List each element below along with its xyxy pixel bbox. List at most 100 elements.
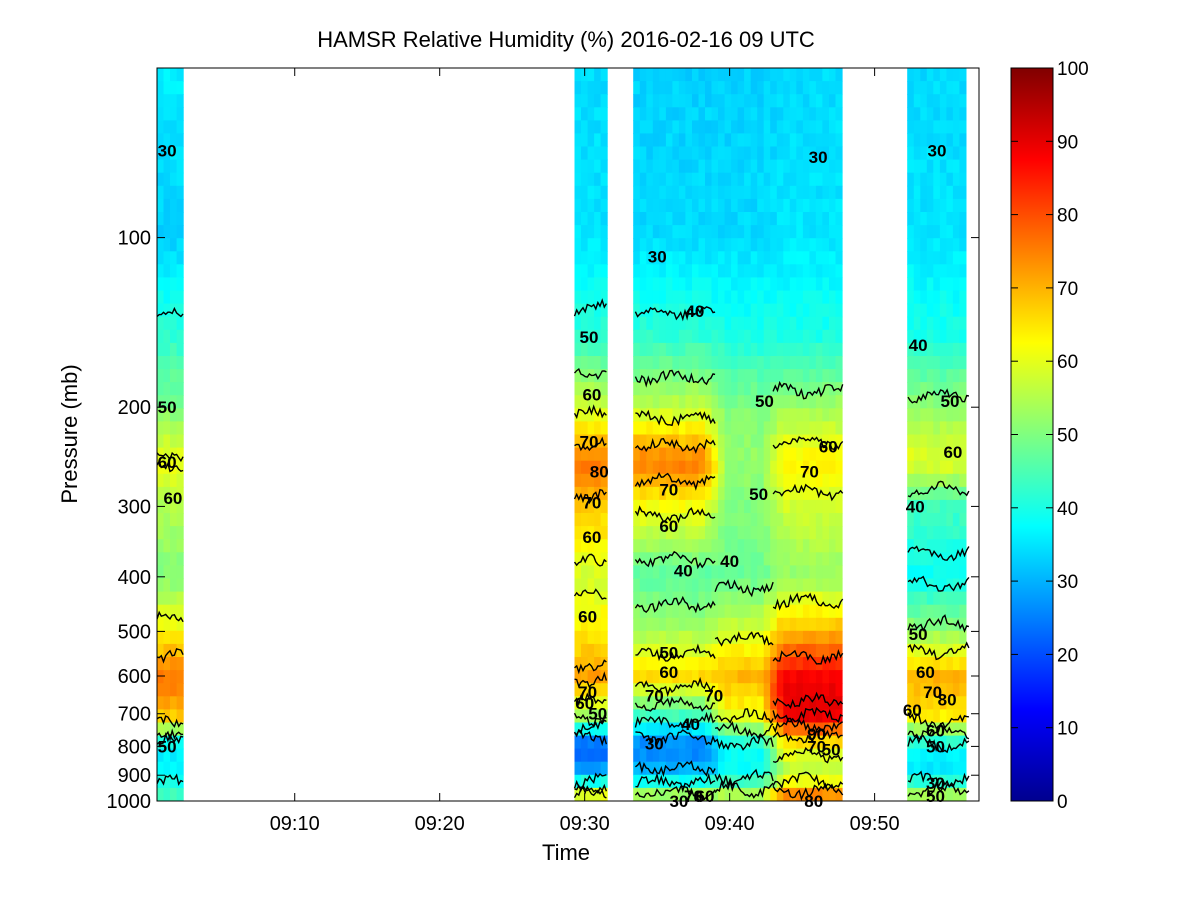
heatmap-cell	[815, 748, 823, 763]
heatmap-cell	[744, 303, 752, 318]
heatmap-cell	[913, 382, 921, 396]
heatmap-cell	[783, 159, 791, 174]
heatmap-cell	[705, 630, 713, 645]
heatmap-cell	[770, 408, 778, 422]
heatmap-cell	[652, 604, 660, 619]
heatmap-cell	[672, 578, 680, 593]
heatmap-cell	[724, 473, 732, 488]
heatmap-cell	[783, 617, 791, 632]
heatmap-cell	[750, 133, 758, 148]
heatmap-cell	[718, 709, 726, 724]
heatmap-cell	[639, 657, 647, 671]
contour-label: 60	[696, 787, 715, 806]
heatmap-cell	[750, 787, 758, 801]
heatmap-cell	[763, 81, 771, 95]
heatmap-cell	[652, 447, 660, 462]
heatmap-cell	[822, 473, 830, 488]
heatmap-cell	[176, 630, 184, 645]
heatmap-cell	[946, 526, 954, 540]
heatmap-cell	[907, 408, 915, 422]
heatmap-cell	[157, 526, 165, 540]
heatmap-cell	[170, 251, 178, 265]
heatmap-cell	[737, 81, 745, 95]
heatmap-cell	[665, 185, 673, 200]
heatmap-cell	[581, 212, 589, 226]
heatmap-cell	[952, 382, 960, 396]
heatmap-cell	[907, 251, 915, 265]
heatmap-cell	[705, 316, 713, 331]
heatmap-cell	[789, 486, 797, 501]
contour-label: 50	[659, 644, 678, 663]
heatmap-cell	[718, 591, 726, 606]
heatmap-cell	[802, 185, 810, 200]
heatmap-cell	[913, 473, 921, 488]
heatmap-cell	[783, 303, 791, 318]
heatmap-cell	[157, 238, 165, 252]
heatmap-cell	[952, 329, 960, 344]
heatmap-cell	[789, 198, 797, 213]
heatmap-cell	[692, 499, 700, 514]
heatmap-cell	[913, 356, 921, 370]
heatmap-cell	[157, 212, 165, 226]
heatmap-cell	[939, 787, 947, 801]
heatmap-cell	[652, 513, 660, 527]
heatmap-cell	[907, 670, 915, 684]
heatmap-cell	[796, 657, 804, 671]
heatmap-cell	[705, 94, 713, 108]
heatmap-cell	[652, 212, 660, 226]
heatmap-cell	[939, 513, 947, 527]
heatmap-cell	[763, 303, 771, 318]
colorbar-tick-label: 20	[1057, 645, 1078, 666]
heatmap-cell	[646, 329, 654, 344]
heatmap-cell	[646, 395, 654, 409]
contour-line	[157, 728, 184, 743]
heatmap-cell	[600, 657, 608, 671]
heatmap-cell	[744, 565, 752, 580]
heatmap-cell	[815, 290, 823, 305]
heatmap-cell	[685, 748, 693, 763]
heatmap-cell	[959, 198, 967, 213]
heatmap-cell	[913, 421, 921, 436]
contour-lines	[157, 298, 970, 801]
heatmap-cell	[659, 290, 667, 305]
heatmap-cell	[639, 133, 647, 148]
heatmap-cell	[939, 539, 947, 553]
heatmap-cell	[711, 342, 719, 357]
heatmap-cell	[926, 342, 934, 357]
heatmap-cell	[744, 68, 752, 82]
heatmap-cell	[835, 657, 843, 671]
heatmap-cell	[672, 198, 680, 213]
heatmap-cell	[763, 133, 771, 148]
heatmap-cell	[776, 303, 784, 318]
contour-line	[772, 592, 844, 611]
heatmap-cell	[776, 709, 784, 724]
heatmap-cell	[639, 513, 647, 527]
heatmap-cell	[770, 81, 778, 95]
heatmap-cell	[770, 787, 778, 801]
heatmap-cell	[776, 657, 784, 671]
heatmap-cell	[581, 748, 589, 763]
heatmap-cell	[581, 382, 589, 396]
heatmap-cell	[574, 722, 582, 737]
heatmap-cell	[933, 251, 941, 265]
heatmap-cell	[770, 146, 778, 161]
heatmap-cell	[665, 578, 673, 593]
heatmap-cell	[646, 604, 654, 619]
heatmap-cell	[920, 447, 928, 462]
heatmap-cell	[933, 421, 941, 436]
heatmap-cell	[757, 238, 765, 252]
heatmap-cell	[176, 434, 184, 449]
heatmap-cell	[652, 774, 660, 789]
heatmap-cell	[170, 578, 178, 593]
heatmap-cell	[750, 486, 758, 501]
heatmap-cell	[802, 369, 810, 383]
heatmap-cell	[574, 342, 582, 357]
heatmap-cell	[692, 342, 700, 357]
heatmap-cell	[789, 460, 797, 475]
heatmap-cell	[933, 761, 941, 776]
heatmap-cell	[796, 617, 804, 632]
y-tick-label: 800	[118, 736, 151, 758]
heatmap-cell	[815, 735, 823, 750]
heatmap-cell	[776, 683, 784, 697]
heatmap-cell	[926, 238, 934, 252]
